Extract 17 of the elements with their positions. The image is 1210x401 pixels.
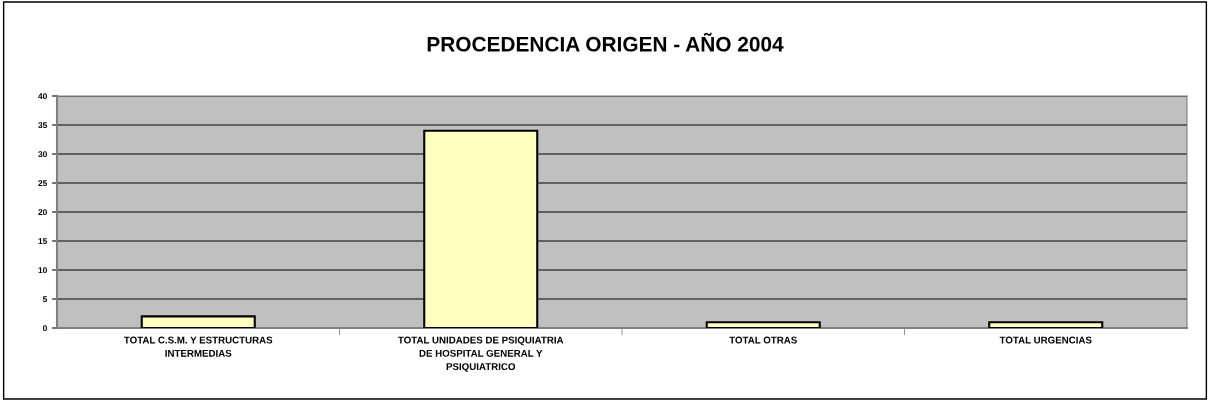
bar	[988, 321, 1104, 328]
x-tick-label: TOTAL URGENCIAS	[999, 336, 1092, 344]
y-tick-label: 30	[38, 151, 47, 158]
y-tick-label: 25	[38, 180, 48, 187]
y-tick-label: 40	[38, 93, 47, 100]
y-tick-label: 5	[42, 296, 48, 303]
x-tick-label: TOTAL C.S.M. Y ESTRUCTURAS INTERMEDIAS	[123, 336, 273, 357]
y-tick-label: 35	[38, 122, 48, 129]
y-tick-label: 15	[38, 238, 48, 245]
chart-title: PROCEDENCIA ORIGEN - AÑO 2004	[427, 32, 784, 52]
y-tick-label: 10	[38, 267, 47, 274]
x-tick-label: TOTAL UNIDADES DE PSIQUIATRIA DE HOSPITAL GENERAL Y PSIQUIATRICO	[398, 336, 564, 372]
bar	[140, 315, 256, 328]
y-tick-label: 20	[38, 209, 47, 216]
y-tick-label: 0	[42, 325, 47, 332]
x-tick-label: TOTAL OTRAS	[729, 336, 797, 344]
bar	[705, 321, 821, 328]
